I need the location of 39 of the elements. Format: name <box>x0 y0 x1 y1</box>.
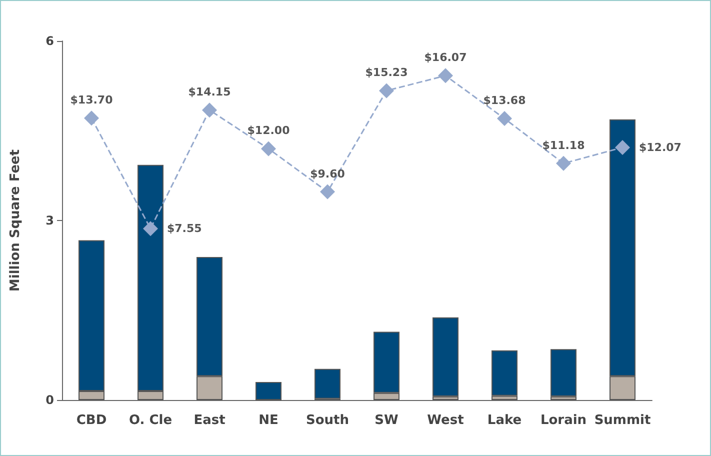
x-tick-label: CBD <box>76 413 107 428</box>
bar <box>550 349 576 396</box>
y-tick-label: 6 <box>46 34 54 48</box>
x-tick-label: SW <box>374 413 398 428</box>
point <box>261 141 276 156</box>
point <box>438 68 453 84</box>
data-label: $14.15 <box>188 86 231 99</box>
point <box>143 221 158 236</box>
data-label: $12.07 <box>639 140 682 154</box>
data-label: $13.68 <box>483 94 526 108</box>
data-label: $11.18 <box>542 138 585 152</box>
point <box>84 110 99 126</box>
y-tick-label: 0 <box>46 393 54 407</box>
data-label: $12.00 <box>247 124 290 138</box>
x-tick-label: NE <box>258 413 278 428</box>
bar <box>314 368 340 399</box>
point <box>202 102 217 118</box>
x-tick-label: Lake <box>487 413 522 428</box>
point <box>615 140 630 155</box>
x-tick-label: O. Cle <box>128 413 172 428</box>
x-tick-label: Lorain <box>540 413 587 428</box>
data-label: $7.55 <box>167 222 202 236</box>
x-tick-label: South <box>306 413 350 428</box>
data-label: $9.60 <box>310 167 346 180</box>
x-tick-label: Summit <box>594 413 651 428</box>
bar <box>256 382 282 400</box>
x-tick-label: West <box>427 413 464 428</box>
point <box>556 156 571 171</box>
bar <box>432 317 458 396</box>
point <box>320 184 335 200</box>
point <box>379 83 394 98</box>
data-label: $15.23 <box>365 66 408 80</box>
bar <box>492 350 518 396</box>
data-label: $13.70 <box>70 94 114 107</box>
data-label: $16.07 <box>424 51 467 64</box>
x-tick-label: East <box>194 413 226 428</box>
y-axis-title: Million Square Feet <box>8 149 23 292</box>
point <box>497 111 512 126</box>
y-tick-label: 3 <box>46 214 54 228</box>
